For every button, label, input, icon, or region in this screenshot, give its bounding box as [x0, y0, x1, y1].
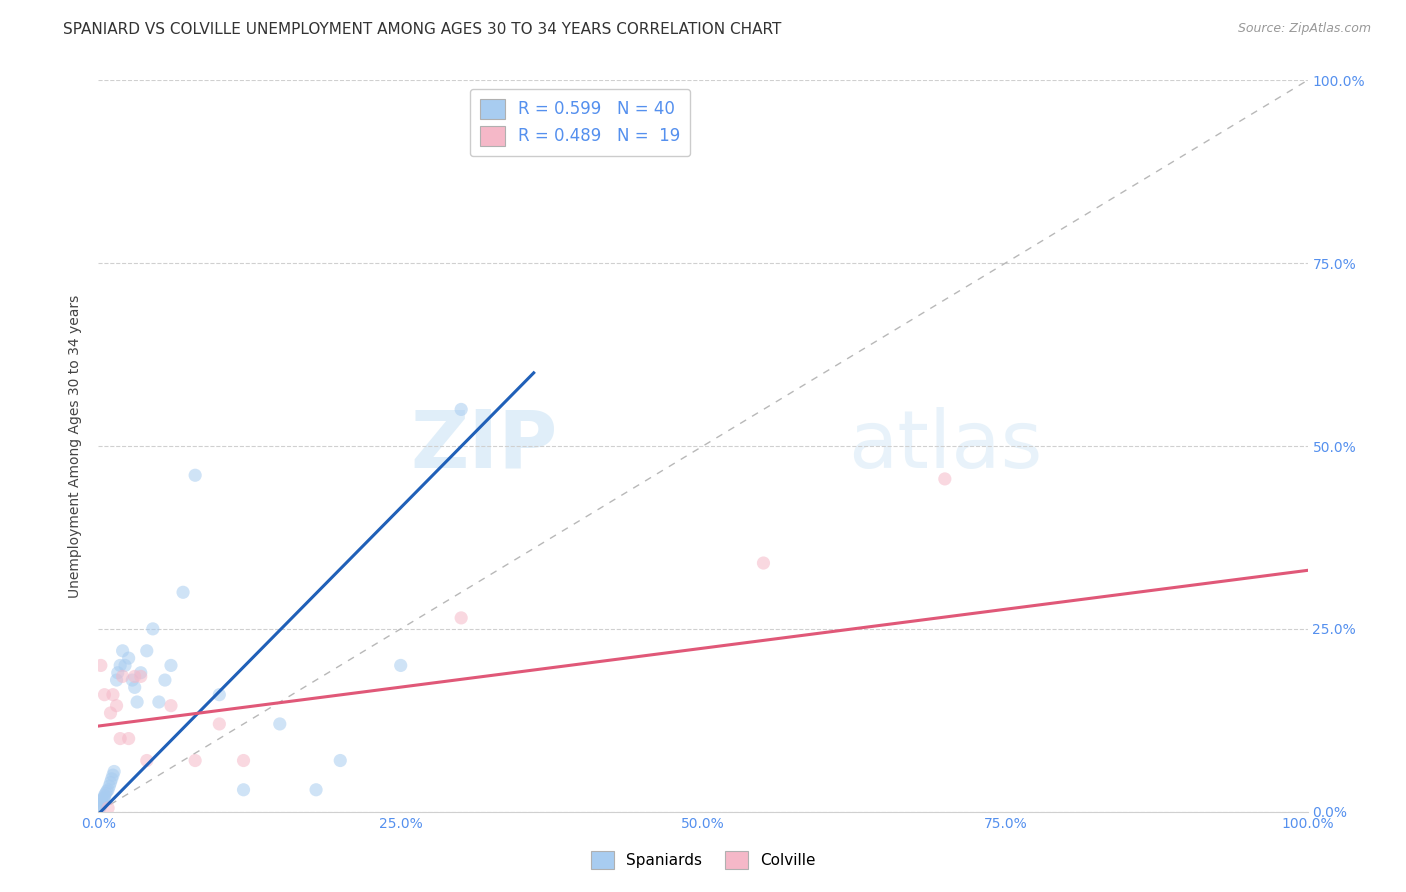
- Point: [91, 794, 114, 808]
- Legend: Spaniards, Colville: Spaniards, Colville: [585, 845, 821, 875]
- Point: [93, 790, 115, 805]
- Point: [101, 688, 124, 702]
- Point: [96, 784, 118, 798]
- Point: [184, 754, 207, 768]
- Point: [232, 782, 254, 797]
- Point: [305, 782, 328, 797]
- Point: [91, 796, 114, 810]
- Point: [98, 779, 121, 793]
- Point: [90, 658, 112, 673]
- Point: [752, 556, 775, 570]
- Point: [100, 772, 122, 786]
- Text: ZIP: ZIP: [411, 407, 558, 485]
- Point: [100, 706, 122, 720]
- Point: [118, 731, 141, 746]
- Point: [89, 801, 111, 815]
- Point: [172, 585, 194, 599]
- Point: [118, 651, 141, 665]
- Point: [111, 669, 134, 683]
- Point: [93, 789, 115, 803]
- Point: [105, 673, 128, 687]
- Point: [100, 775, 122, 789]
- Point: [103, 764, 125, 779]
- Point: [121, 673, 143, 687]
- Point: [107, 665, 129, 680]
- Point: [101, 768, 124, 782]
- Point: [97, 782, 120, 797]
- Point: [114, 658, 136, 673]
- Point: [129, 669, 152, 683]
- Point: [108, 731, 131, 746]
- Point: [934, 472, 956, 486]
- Point: [232, 754, 254, 768]
- Point: [269, 717, 291, 731]
- Point: [208, 717, 231, 731]
- Point: [135, 754, 157, 768]
- Point: [105, 698, 128, 713]
- Point: [389, 658, 412, 673]
- Point: [450, 402, 472, 417]
- Point: [124, 669, 146, 683]
- Point: [208, 688, 231, 702]
- Point: [93, 688, 115, 702]
- Point: [129, 665, 152, 680]
- Point: [142, 622, 165, 636]
- Point: [97, 801, 120, 815]
- Point: [108, 658, 131, 673]
- Point: [127, 695, 149, 709]
- Text: atlas: atlas: [848, 407, 1042, 485]
- Point: [184, 468, 207, 483]
- Point: [450, 611, 472, 625]
- Point: [94, 787, 117, 801]
- Point: [135, 644, 157, 658]
- Point: [160, 658, 183, 673]
- Point: [160, 698, 183, 713]
- Point: [111, 644, 134, 658]
- Legend: R = 0.599   N = 40, R = 0.489   N =  19: R = 0.599 N = 40, R = 0.489 N = 19: [470, 88, 690, 156]
- Y-axis label: Unemployment Among Ages 30 to 34 years: Unemployment Among Ages 30 to 34 years: [69, 294, 83, 598]
- Point: [329, 754, 352, 768]
- Point: [90, 797, 112, 812]
- Text: Source: ZipAtlas.com: Source: ZipAtlas.com: [1237, 22, 1371, 36]
- Point: [91, 791, 114, 805]
- Point: [148, 695, 170, 709]
- Point: [153, 673, 176, 687]
- Point: [90, 798, 112, 813]
- Point: [124, 681, 146, 695]
- Text: SPANIARD VS COLVILLE UNEMPLOYMENT AMONG AGES 30 TO 34 YEARS CORRELATION CHART: SPANIARD VS COLVILLE UNEMPLOYMENT AMONG …: [63, 22, 782, 37]
